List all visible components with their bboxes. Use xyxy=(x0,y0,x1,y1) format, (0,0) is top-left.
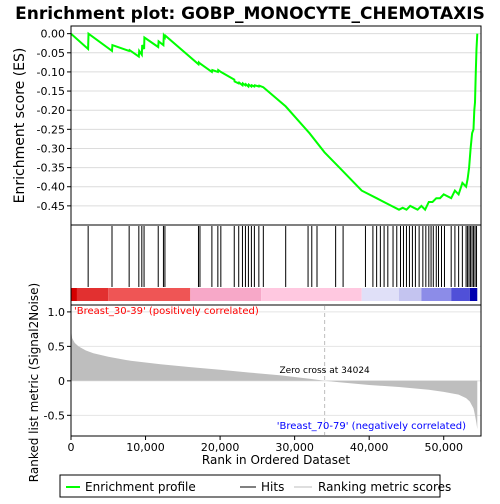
es-y-tick-label: -0.20 xyxy=(37,104,65,117)
rank-bar-segment xyxy=(76,288,109,301)
es-y-tick-label: -0.45 xyxy=(37,200,65,213)
metric-x-tick-label: 20,000 xyxy=(201,441,240,454)
metric-panel: Zero cross at 34024 'Breast_30-39' (posi… xyxy=(27,283,482,482)
es-profile-line xyxy=(70,31,479,212)
rank-bar-segment xyxy=(361,288,399,301)
es-grid xyxy=(71,33,481,207)
rank-bar-segment xyxy=(451,288,470,301)
rank-bar-segment xyxy=(421,288,452,301)
metric-x-tick-label: 30,000 xyxy=(275,441,314,454)
metric-x-axis-label: Rank in Ordered Dataset xyxy=(202,453,350,467)
rank-color-bar xyxy=(71,288,478,301)
es-y-ticks: 0.00 -0.05 -0.10 -0.15 -0.20 -0.25 -0.30 -0.35 -… xyxy=(37,28,71,213)
hits-panel xyxy=(70,224,482,306)
metric-x-tick-label: 40,000 xyxy=(350,441,389,454)
rank-bar-segment xyxy=(261,288,362,301)
metric-panel-frame xyxy=(70,304,482,437)
metric-y-tick-label: 1.0 xyxy=(48,306,66,319)
legend-hits-label: Hits xyxy=(261,480,284,494)
metric-x-ticks: 0 10,000 20,000 30,000 40,000 50,000 xyxy=(68,436,463,454)
legend-metric-label: Ranking metric scores xyxy=(318,480,451,494)
metric-y-axis-label: Ranked list metric (Signal2Noise) xyxy=(27,283,41,482)
es-y-tick-label: -0.30 xyxy=(37,142,65,155)
rank-bar-segment xyxy=(190,288,262,301)
rank-bar-segment xyxy=(108,288,191,301)
rank-bar-segment xyxy=(399,288,422,301)
es-panel: 0.00 -0.05 -0.10 -0.15 -0.20 -0.25 -0.30 -0.35 -… xyxy=(12,25,482,226)
metric-x-tick-label: 0 xyxy=(68,441,75,454)
legend: Enrichment profile Hits Ranking metric s… xyxy=(59,474,451,498)
es-y-tick-label: -0.05 xyxy=(37,47,65,60)
metric-y-tick-label: 0 xyxy=(58,375,65,388)
legend-box xyxy=(59,474,441,498)
ranked-metric-area xyxy=(71,329,478,430)
rank-bar-segment xyxy=(469,288,478,301)
metric-y-ticks: 1.0 0.5 0 -0.5 xyxy=(44,306,71,422)
rank-bar-segment xyxy=(71,288,77,301)
es-y-axis-label: Enrichment score (ES) xyxy=(12,48,28,204)
es-y-tick-label: -0.35 xyxy=(37,162,65,175)
es-y-tick-label: -0.25 xyxy=(37,123,65,136)
metric-x-tick-label: 50,000 xyxy=(424,441,463,454)
es-y-tick-label: 0.00 xyxy=(41,28,66,41)
es-y-tick-label: -0.15 xyxy=(37,85,65,98)
zero-cross-label: Zero cross at 34024 xyxy=(279,366,370,376)
metric-y-tick-label: 0.5 xyxy=(48,340,66,353)
plot-title: Enrichment plot: GOBP_MONOCYTE_CHEMOTAXI… xyxy=(15,4,485,24)
legend-es-label: Enrichment profile xyxy=(85,480,196,494)
metric-y-tick-label: -0.5 xyxy=(44,409,65,422)
es-y-tick-label: -0.40 xyxy=(37,181,65,194)
hit-lines xyxy=(87,226,478,287)
metric-x-tick-label: 10,000 xyxy=(126,441,165,454)
positive-correlation-label: 'Breast_30-39' (positively correlated) xyxy=(74,306,259,317)
negative-correlation-label: 'Breast_70-79' (negatively correlated) xyxy=(277,421,466,432)
es-y-tick-label: -0.10 xyxy=(37,66,65,79)
